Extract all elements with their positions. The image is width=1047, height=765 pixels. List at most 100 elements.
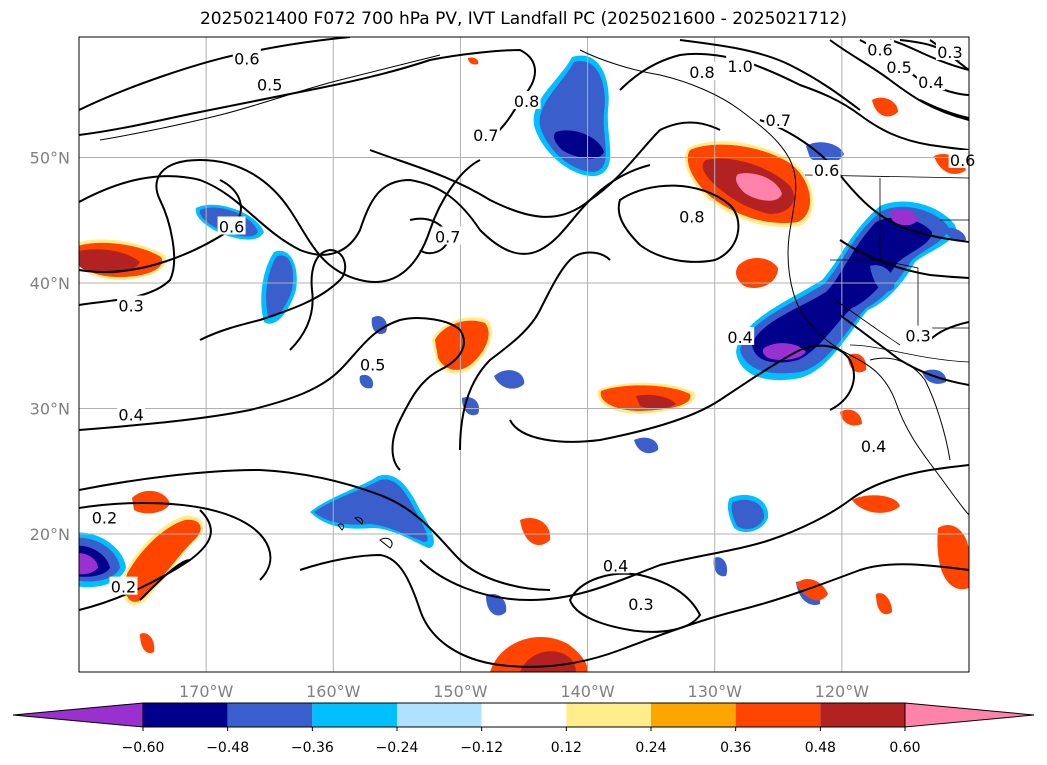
contour-label: 0.2 bbox=[92, 509, 117, 528]
negative-pv-blob-gulf-of-alaska bbox=[533, 55, 611, 177]
colorbar-extend-high bbox=[904, 702, 1035, 728]
lon-tick-label: 170°W bbox=[179, 682, 234, 701]
positive-pv-blob-pacific-northwest bbox=[684, 141, 814, 228]
contour-label: 0.4 bbox=[603, 556, 628, 575]
colorbar-segment bbox=[566, 703, 651, 727]
lat-tick-label: 30°N bbox=[30, 399, 70, 418]
contour-label-bg bbox=[885, 57, 914, 76]
contour-label: 0.3 bbox=[118, 297, 143, 316]
lon-tick-label: 150°W bbox=[433, 682, 488, 701]
contour-label-bg bbox=[232, 48, 261, 67]
pv-shading bbox=[79, 55, 969, 672]
colorbar: −0.60 −0.48 −0.36 −0.24 −0.12 0.12 0.24 0.36 0.4… bbox=[12, 702, 1035, 756]
colorbar-extend-low bbox=[12, 702, 144, 728]
contour-label-bg bbox=[812, 160, 841, 179]
negative-pv-blob-hawaii bbox=[310, 474, 434, 548]
contour-label: 0.5 bbox=[886, 58, 911, 77]
contour-label-bg bbox=[859, 436, 888, 455]
colorbar-segment bbox=[651, 703, 736, 727]
contour-label-bg bbox=[90, 507, 119, 526]
contour-label: 0.8 bbox=[514, 92, 539, 111]
colorbar-segment bbox=[397, 703, 482, 727]
contour-label: 0.3 bbox=[628, 595, 653, 614]
lat-tick-label: 50°N bbox=[30, 148, 70, 167]
contour-label: 0.4 bbox=[727, 328, 752, 347]
colorbar-tick-label: 0.60 bbox=[889, 740, 920, 756]
colorbar-segment bbox=[143, 703, 228, 727]
contour-label: 0.8 bbox=[689, 63, 714, 82]
contour-label: 0.7 bbox=[435, 228, 460, 247]
contour-label-bg bbox=[601, 555, 630, 574]
colorbar-tick-label: −0.48 bbox=[206, 740, 249, 756]
contour-label: 1.0 bbox=[727, 57, 752, 76]
contour-label-bg bbox=[117, 404, 146, 423]
colorbar-tick-label: 0.24 bbox=[635, 740, 666, 756]
contour-label-bg bbox=[948, 149, 977, 168]
contour-label-bg bbox=[764, 109, 793, 128]
colorbar-frame bbox=[142, 702, 906, 728]
contour-label-bg bbox=[358, 354, 387, 373]
contour-label-bg bbox=[471, 124, 500, 143]
colorbar-segment bbox=[312, 703, 397, 727]
colorbar-tick-label: 0.12 bbox=[551, 740, 582, 756]
lat-tick-label: 20°N bbox=[30, 525, 70, 544]
colorbar-segment bbox=[227, 703, 313, 727]
contour-labels: 0.60.50.70.80.8 1.00.70.60.60.50.40.30.60… bbox=[90, 39, 977, 614]
contour-label: 0.8 bbox=[679, 207, 704, 226]
colorbar-tick-label: −0.12 bbox=[460, 740, 503, 756]
lon-tick-label: 120°W bbox=[815, 682, 870, 701]
contour-label: 0.3 bbox=[937, 43, 962, 62]
lon-tick-label: 140°W bbox=[560, 682, 615, 701]
contour-label-bg bbox=[626, 594, 655, 613]
latitude-axis: 20°N 30°N 40°N 50°N bbox=[30, 148, 70, 543]
contour-label-bg bbox=[904, 325, 933, 344]
colorbar-tick-label: −0.24 bbox=[376, 740, 419, 756]
contour-label-bg bbox=[688, 62, 716, 81]
contour-label-bg bbox=[916, 72, 945, 91]
ivt-contours bbox=[79, 37, 969, 668]
contour-label: 0.4 bbox=[118, 406, 143, 425]
contour-label-bg bbox=[255, 74, 284, 93]
contour-label: 0.6 bbox=[814, 161, 839, 180]
longitude-axis: 170°W 160°W 150°W 140°W 130°W 120°W bbox=[179, 682, 869, 701]
contour-label-bg bbox=[866, 39, 894, 58]
map-background bbox=[79, 37, 969, 672]
map-frame bbox=[78, 36, 970, 673]
colorbar-tick-label: 0.36 bbox=[720, 740, 751, 756]
colorbar-segment bbox=[735, 703, 821, 727]
contour-label: 0.6 bbox=[219, 217, 244, 236]
colorbar-segment bbox=[481, 703, 567, 727]
contour-label: 0.2 bbox=[111, 578, 136, 597]
colorbar-segment bbox=[820, 703, 905, 727]
contour-label-bg bbox=[217, 216, 246, 235]
lon-tick-label: 160°W bbox=[306, 682, 361, 701]
contour-label-bg bbox=[512, 91, 541, 110]
contour-label: 0.4 bbox=[861, 437, 886, 456]
contour-label-bg bbox=[726, 326, 755, 345]
contour-label: 0.5 bbox=[257, 76, 282, 95]
negative-pv-blob-west-20n bbox=[79, 532, 126, 588]
map-content bbox=[79, 37, 969, 672]
lat-tick-label: 40°N bbox=[30, 274, 70, 293]
contour-label-bg bbox=[677, 206, 706, 225]
contour-label: 0.6 bbox=[234, 49, 259, 68]
contour-label: 0.5 bbox=[360, 356, 385, 375]
map-title: 2025021400 F072 700 hPa PV, IVT Landfall… bbox=[199, 9, 847, 29]
contour-label-bg bbox=[433, 226, 462, 245]
coastlines bbox=[99, 49, 969, 549]
borders bbox=[804, 174, 969, 363]
contour-label: 0.6 bbox=[950, 151, 975, 170]
colorbar-tick-label: 0.48 bbox=[805, 740, 836, 756]
contour-label: 0.4 bbox=[918, 73, 943, 92]
contour-label: 0.6 bbox=[867, 41, 892, 60]
contour-label: 0.7 bbox=[473, 126, 498, 145]
colorbar-tick-label: −0.60 bbox=[122, 740, 165, 756]
contour-label-bg bbox=[935, 42, 964, 61]
contour-label-bg bbox=[117, 295, 146, 314]
contour-label: 0.3 bbox=[905, 327, 930, 346]
colorbar-tick-label: −0.36 bbox=[291, 740, 334, 756]
contour-label-bg bbox=[109, 576, 138, 595]
lon-tick-label: 130°W bbox=[688, 682, 743, 701]
contour-label-bg bbox=[726, 55, 755, 74]
